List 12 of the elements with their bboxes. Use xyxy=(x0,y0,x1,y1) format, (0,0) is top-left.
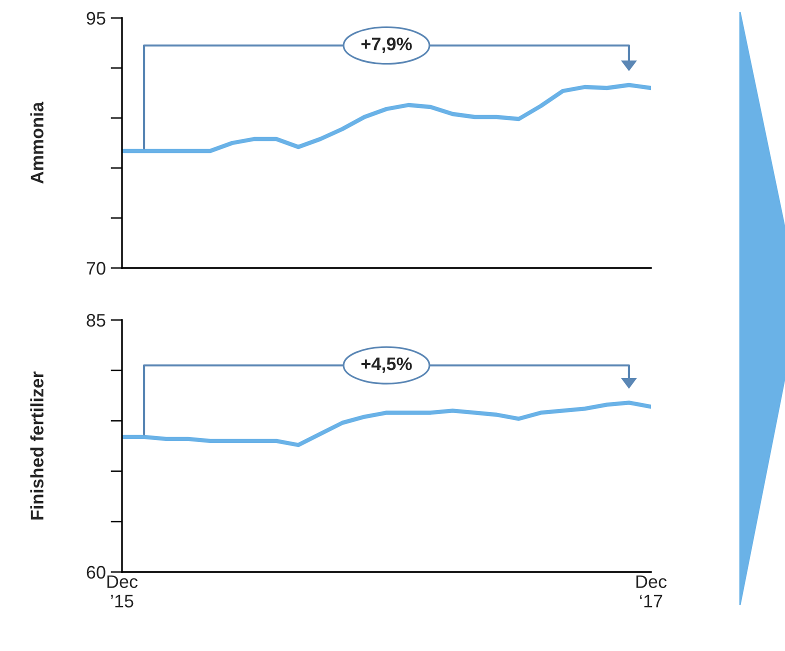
y-tick-label: 85 xyxy=(86,314,106,327)
y-tick-label: 60 xyxy=(86,566,106,579)
x-tick-label: Dec ’15 xyxy=(107,575,138,608)
annotation: +4,5% xyxy=(361,357,412,373)
y-tick-label: 70 xyxy=(86,262,106,275)
y-tick-label: 95 xyxy=(86,12,106,25)
line-series xyxy=(122,82,651,154)
y-axis-title: Ammonia xyxy=(30,102,44,184)
annotation: +7,9% xyxy=(361,38,412,53)
line-series xyxy=(122,400,651,448)
y-axis-title: Finished fertilizer xyxy=(30,372,44,520)
x-tick-label: Dec ‘17 xyxy=(636,575,667,608)
